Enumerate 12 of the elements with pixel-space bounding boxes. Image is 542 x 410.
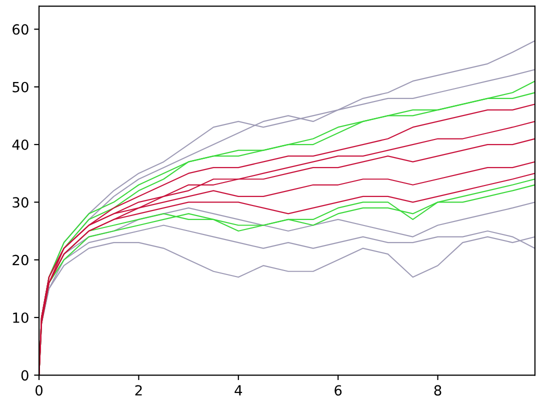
x-tick-label: 4 bbox=[234, 385, 242, 396]
y-tick-label: 10 bbox=[13, 312, 28, 323]
y-tick-label: 50 bbox=[12, 82, 28, 92]
y-tick-label: 60 bbox=[12, 24, 28, 35]
y-tick-label: 0 bbox=[21, 370, 28, 381]
x-tick-label: 0 bbox=[36, 385, 43, 396]
y-tick-label: 20 bbox=[12, 254, 28, 266]
y-tick-label: 40 bbox=[12, 139, 28, 150]
x-tick-label: 2 bbox=[135, 385, 142, 396]
x-tick-label: 8 bbox=[434, 385, 442, 396]
x-tick-label: 6 bbox=[334, 385, 342, 396]
y-tick-label: 30 bbox=[12, 197, 28, 208]
